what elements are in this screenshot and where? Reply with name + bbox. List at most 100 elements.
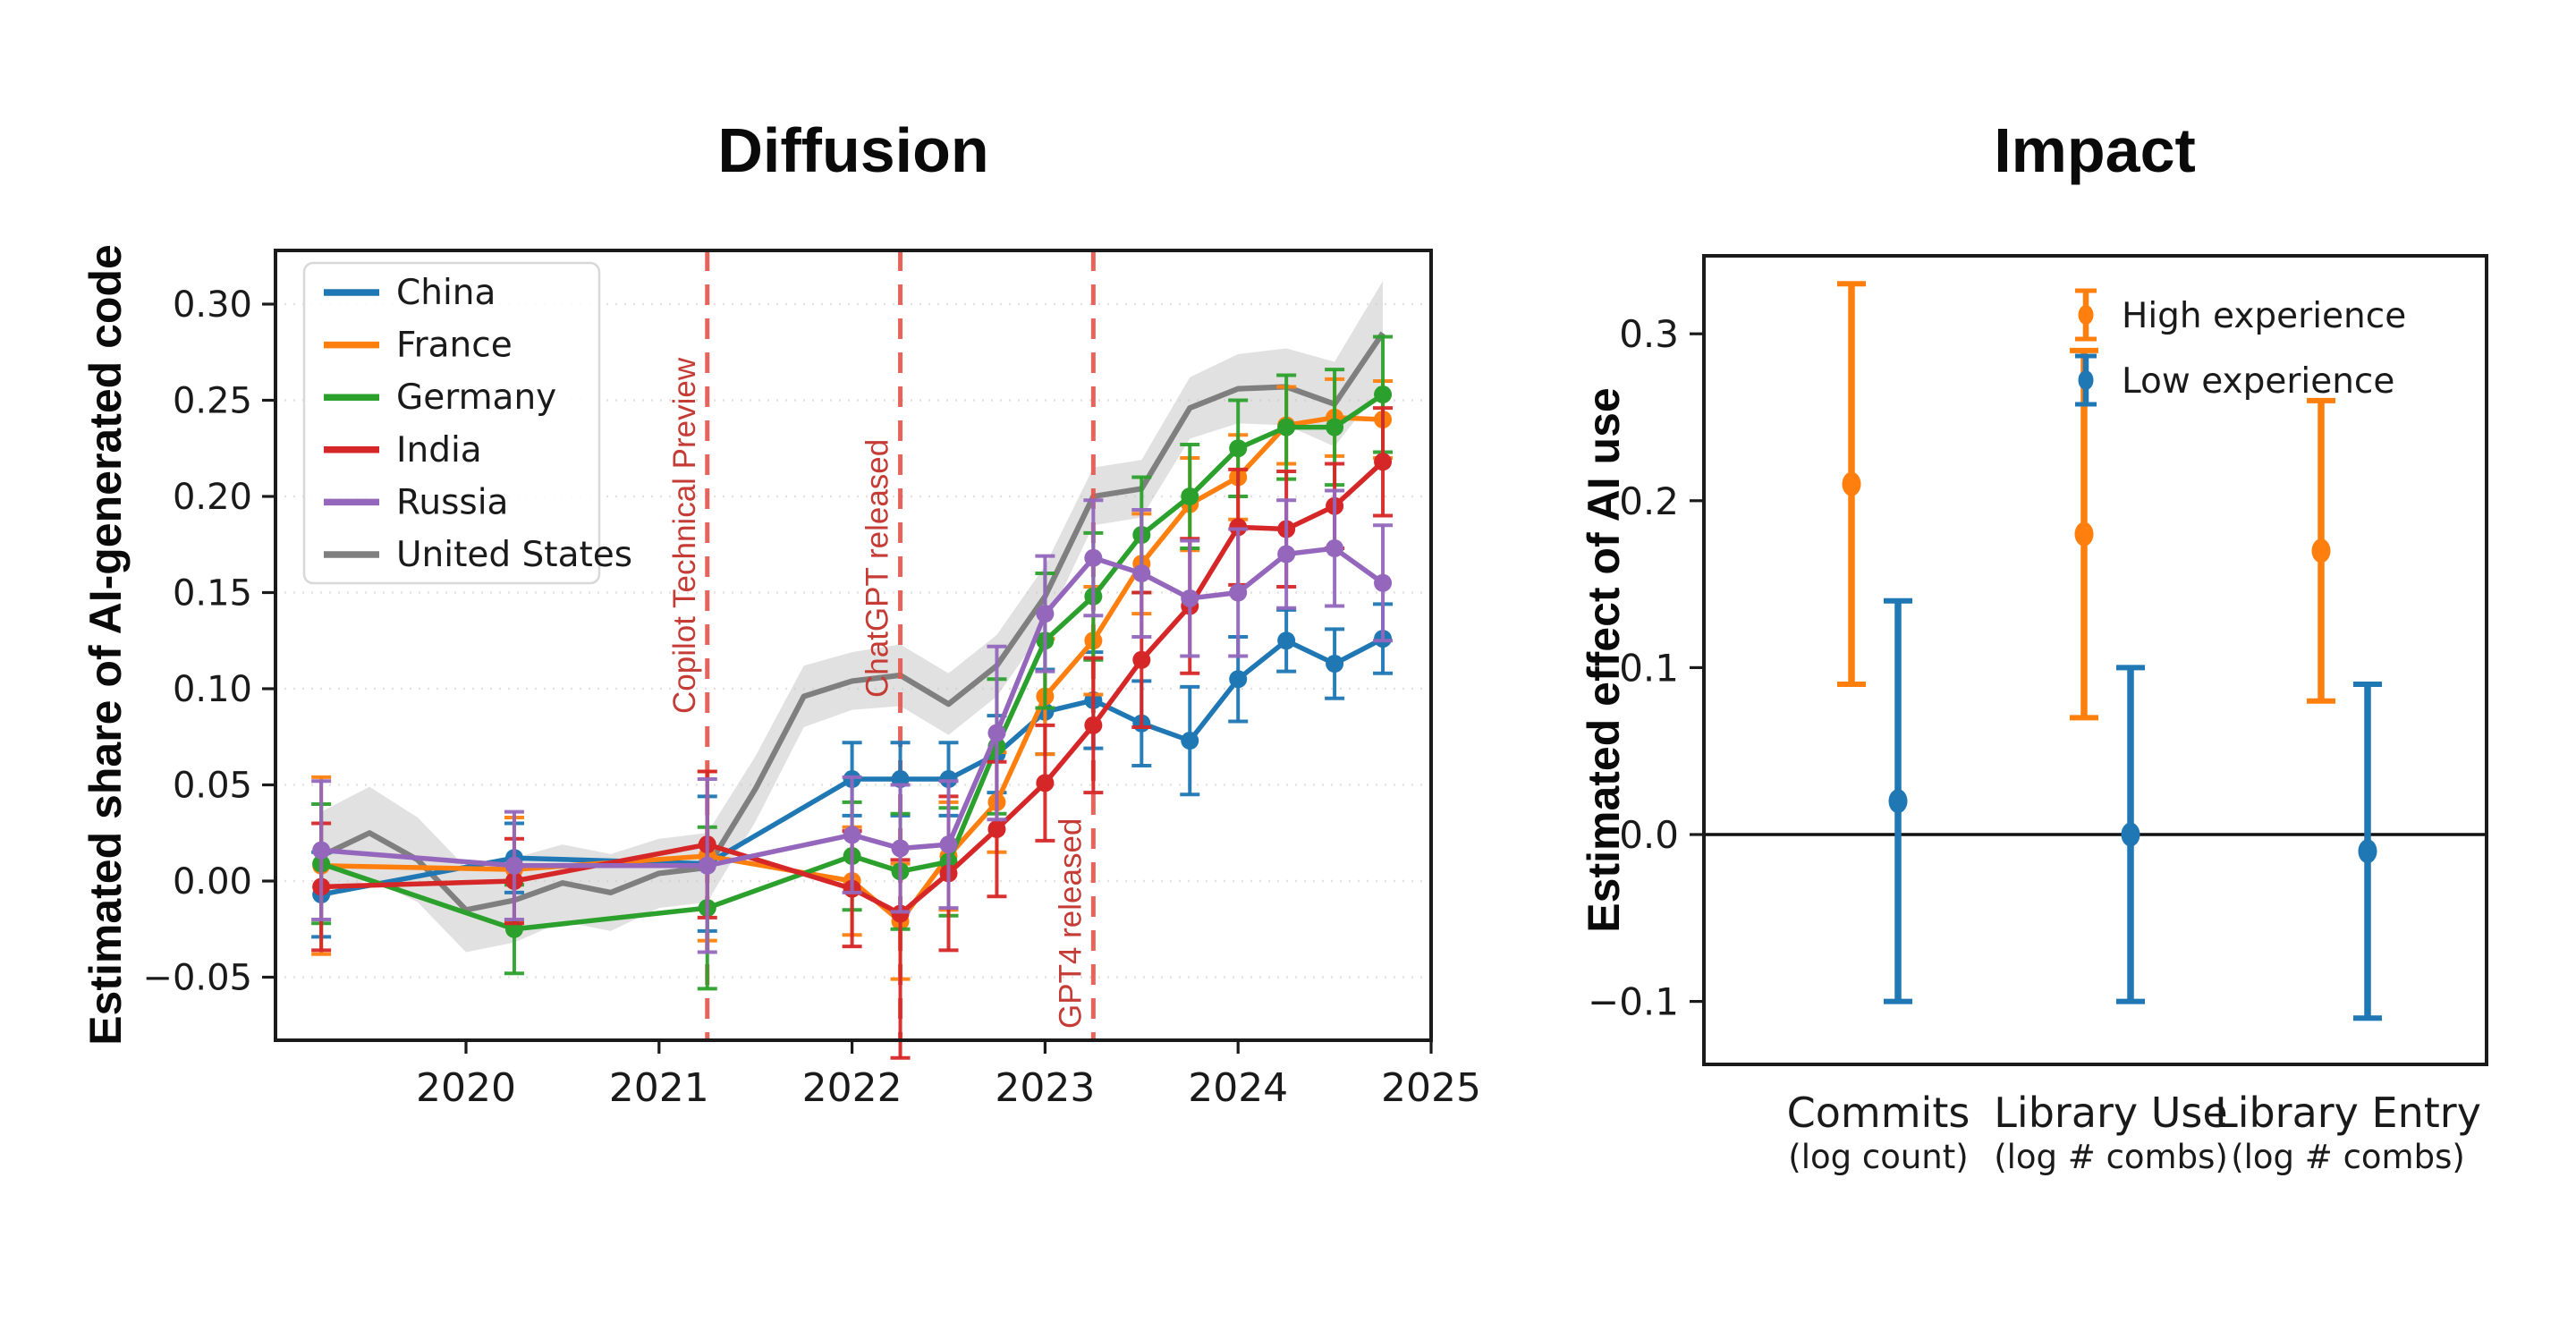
- estimate-low-experience-library-entry: [2353, 682, 2382, 1021]
- legend-item-india: India: [324, 430, 482, 470]
- y-tick-label-0.10: 0.10: [173, 669, 252, 710]
- estimate-low-experience-commits: [1884, 597, 1912, 1004]
- estimate-high-experience-commits: [1837, 281, 1866, 688]
- data-point-china: [1229, 670, 1248, 689]
- diffusion-plot: Copilot Technical Preview ChatGPT release…: [142, 249, 1481, 1111]
- y-tick-label-0.05: 0.05: [173, 766, 252, 807]
- y-tick-label-0.20: 0.20: [173, 477, 252, 518]
- legend-item-russia: Russia: [324, 482, 508, 522]
- category-label-commits: Commits(log count): [1787, 1089, 1970, 1176]
- y-tick-label-0.00: 0.00: [173, 861, 252, 903]
- data-point-russia: [843, 826, 861, 844]
- data-point-russia: [1036, 605, 1055, 623]
- legend-label-france: France: [396, 326, 513, 366]
- series-high-experience: [1837, 281, 2335, 721]
- category-sub-library-entry: (log # combs): [2231, 1138, 2465, 1176]
- category-main-library-use: Library Use: [1994, 1089, 2227, 1137]
- data-point-china: [1181, 732, 1199, 750]
- category-main-commits: Commits: [1787, 1089, 1970, 1137]
- data-point-china: [1326, 655, 1344, 674]
- legend-item-high-experience: High experience: [2075, 288, 2406, 342]
- legend-label-low-experience: Low experience: [2122, 361, 2394, 402]
- diffusion-title: Diffusion: [717, 115, 989, 185]
- estimate-high-experience-library-entry: [2307, 397, 2335, 704]
- category-sub-commits: (log count): [1788, 1138, 1968, 1176]
- data-point-russia: [1374, 573, 1393, 592]
- series-line-united-states: [319, 331, 1385, 913]
- legend-item-china: China: [324, 273, 496, 313]
- x-tick-label-2023: 2023: [995, 1065, 1095, 1111]
- point-marker-high-experience-library-entry: [2311, 538, 2331, 564]
- data-point-india: [1084, 716, 1103, 734]
- data-point-india: [891, 904, 910, 923]
- data-point-germany: [1326, 418, 1344, 436]
- legend-label-russia: Russia: [396, 482, 508, 522]
- category-label-library-entry: Library Entry(log # combs): [2215, 1089, 2481, 1176]
- impact-title: Impact: [1994, 115, 2196, 185]
- data-point-india: [1036, 774, 1055, 792]
- category-main-library-entry: Library Entry: [2215, 1089, 2481, 1137]
- series-russia: [311, 488, 1394, 954]
- event-label-gpt4-released: GPT4 released: [1053, 818, 1088, 1029]
- y-tick-label-0.30: 0.30: [173, 284, 252, 326]
- event-label-copilot-technical-preview: Copilot Technical Preview: [667, 357, 702, 714]
- data-point-russia: [698, 856, 716, 875]
- estimate-low-experience-library-use: [2116, 665, 2145, 1004]
- y-tick-label-0.0: 0.0: [1619, 813, 1679, 857]
- category-sub-library-use: (log # combs): [1994, 1138, 2228, 1176]
- data-point-india: [1132, 650, 1151, 669]
- data-point-china: [1277, 631, 1296, 650]
- data-point-russia: [1277, 545, 1296, 564]
- y-tick-label-0.25: 0.25: [173, 381, 252, 422]
- data-point-russia: [939, 835, 958, 854]
- data-point-germany: [1181, 487, 1199, 505]
- y-tick-label-−0.1: −0.1: [1588, 980, 1679, 1024]
- legend-label-china: China: [396, 273, 496, 313]
- x-tick-label-2022: 2022: [802, 1065, 902, 1111]
- data-point-india: [1374, 453, 1393, 471]
- legend-label-high-experience: High experience: [2122, 296, 2406, 336]
- data-point-russia: [1132, 564, 1151, 582]
- data-point-russia: [1326, 539, 1344, 558]
- x-tick-label-2024: 2024: [1188, 1065, 1288, 1111]
- data-point-india: [1229, 518, 1248, 537]
- data-point-russia: [1229, 583, 1248, 602]
- diffusion-legend: China France Germany India Russia United Stat…: [302, 261, 632, 585]
- diffusion-ticks: [262, 302, 1433, 1054]
- impact-axes-frame: [1702, 254, 2488, 1066]
- data-point-russia: [504, 856, 523, 875]
- x-tick-label-2025: 2025: [1381, 1065, 1481, 1111]
- legend-item-united-states: United States: [324, 535, 632, 575]
- data-point-china: [939, 770, 958, 789]
- point-marker-low-experience-library-use: [2121, 822, 2140, 847]
- y-tick-label-0.1: 0.1: [1619, 646, 1679, 690]
- legend-item-france: France: [324, 326, 513, 366]
- data-point-russia: [1181, 589, 1199, 607]
- series-low-experience: [1884, 597, 2382, 1021]
- data-point-russia: [1084, 548, 1103, 567]
- point-marker-high-experience-commits: [1842, 471, 1861, 496]
- data-point-russia: [987, 724, 1006, 742]
- point-marker-low-experience-commits: [1888, 789, 1908, 814]
- impact-legend: High experience Low experience: [2075, 288, 2406, 407]
- estimate-high-experience-library-use: [2070, 347, 2098, 721]
- x-tick-label-2021: 2021: [609, 1065, 709, 1111]
- impact-ticks: [1690, 332, 1704, 1004]
- impact-plot: −0.1 0.0 0.1 0.2 0.3 Commits(log count) Librar…: [1588, 254, 2488, 1176]
- y-tick-label-0.2: 0.2: [1619, 479, 1679, 523]
- data-point-germany: [1374, 386, 1393, 404]
- x-tick-label-2020: 2020: [416, 1065, 516, 1111]
- legend-marker-low-experience: [2078, 370, 2094, 390]
- data-point-russia: [312, 841, 331, 860]
- point-marker-high-experience-library-use: [2074, 521, 2094, 547]
- legend-item-germany: Germany: [324, 377, 556, 418]
- legend-marker-high-experience: [2078, 305, 2094, 325]
- category-label-library-use: Library Use(log # combs): [1994, 1089, 2228, 1176]
- y-tick-label-0.15: 0.15: [173, 573, 252, 614]
- data-point-germany: [1277, 418, 1296, 436]
- legend-label-india: India: [396, 430, 482, 470]
- legend-label-germany: Germany: [396, 377, 556, 418]
- legend-label-united-states: United States: [396, 535, 632, 575]
- event-label-chatgpt-released: ChatGPT released: [860, 439, 895, 698]
